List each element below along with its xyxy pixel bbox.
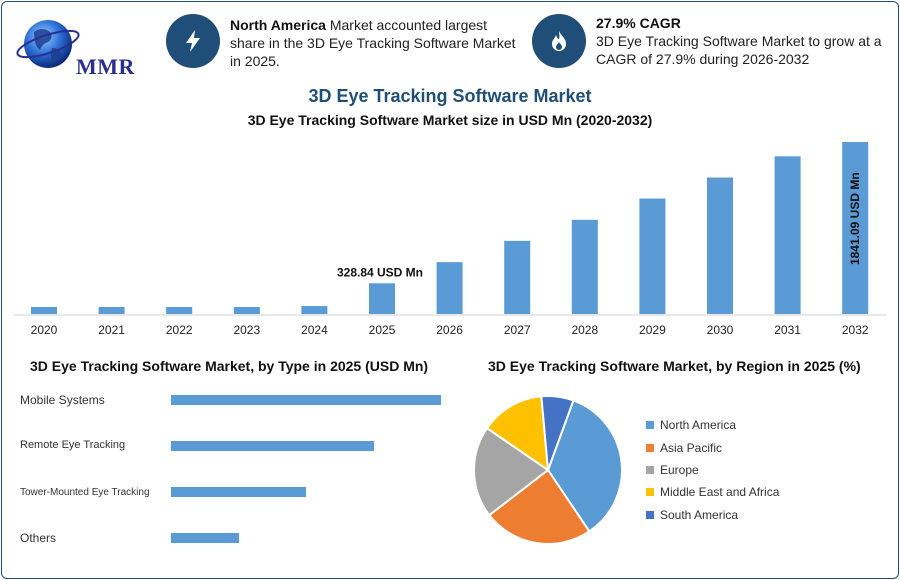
pie-slice-north-america <box>546 399 623 533</box>
type-chart-title: 3D Eye Tracking Software Market, by Type… <box>30 358 429 374</box>
pie-slice-middle-east-and-africa <box>485 395 550 473</box>
bar-2032 <box>842 142 869 314</box>
region-pie-chart <box>473 395 623 545</box>
bar-2030 <box>707 177 733 314</box>
bar-chart-title: 3D Eye Tracking Software Market size in … <box>247 112 653 128</box>
pie-slice-europe <box>473 426 550 517</box>
bar-2027 <box>504 240 531 314</box>
bar-2025 <box>369 283 395 314</box>
info-north-america: North America Market accounted largest s… <box>230 16 520 70</box>
info-north-america-text: Market accounted largest share in the 3D… <box>230 17 516 69</box>
legend-asia-pacific: Asia Pacific <box>646 441 722 455</box>
x-tick-label: 2025 <box>369 323 396 336</box>
bar-2021 <box>98 307 125 314</box>
type-bar-others <box>171 533 239 543</box>
x-tick-label: 2020 <box>31 323 58 336</box>
bar-2023 <box>233 307 260 314</box>
x-tick-label: 2031 <box>774 323 801 336</box>
info-cagr-bold: 27.9% CAGR <box>596 15 681 31</box>
bar-2026 <box>436 262 463 314</box>
flame-icon <box>532 14 586 68</box>
legend-mea: Middle East and Africa <box>646 485 779 499</box>
region-chart-title: 3D Eye Tracking Software Market, by Regi… <box>488 358 861 374</box>
bar-2024 <box>301 306 328 314</box>
info-cagr: 27.9% CAGR 3D Eye Tracking Software Mark… <box>596 14 886 68</box>
info-cagr-text: 3D Eye Tracking Software Market to grow … <box>596 33 882 67</box>
legend-label: Europe <box>660 463 699 477</box>
legend-label: Asia Pacific <box>660 441 723 455</box>
type-bar-tower <box>171 487 306 497</box>
x-tick-label: 2028 <box>571 323 598 336</box>
page-title: 3D Eye Tracking Software Market <box>308 86 592 106</box>
pie-slice-asia-pacific <box>487 468 591 545</box>
type-label-others: Others <box>20 531 57 545</box>
bar-2022 <box>166 307 193 314</box>
bar-2020 <box>31 307 57 314</box>
legend-north-america: North America <box>646 418 736 432</box>
annotation-2032: 1841.09 USD Mn <box>848 172 862 265</box>
x-tick-label: 2027 <box>504 323 531 336</box>
type-label-mobile: Mobile Systems <box>20 393 105 407</box>
legend-label: South America <box>660 508 739 522</box>
x-tick-label: 2021 <box>98 323 125 336</box>
type-bar-remote <box>171 441 374 451</box>
info-north-america-bold: North America <box>230 17 326 33</box>
x-tick-label: 2023 <box>233 323 260 336</box>
bar-2028 <box>571 219 598 314</box>
logo-text: MMR <box>76 54 135 79</box>
legend-label: North America <box>660 418 737 432</box>
legend-south-america: South America <box>646 508 738 522</box>
type-label-remote: Remote Eye Tracking <box>20 439 126 451</box>
x-tick-label: 2024 <box>301 323 328 336</box>
x-tick-label: 2029 <box>639 323 666 336</box>
annotation-2025: 328.84 USD Mn <box>337 265 423 279</box>
bar-2029 <box>639 198 666 314</box>
x-tick-label: 2030 <box>707 323 734 336</box>
type-label-tower: Tower-Mounted Eye Tracking <box>20 487 150 498</box>
legend-europe: Europe <box>646 463 699 477</box>
x-tick-label: 2026 <box>436 323 463 336</box>
mmr-logo: MMR <box>14 14 144 80</box>
legend-label: Middle East and Africa <box>660 485 780 499</box>
type-bar-mobile <box>171 395 441 405</box>
x-tick-label: 2022 <box>166 323 193 336</box>
x-tick-label: 2032 <box>842 323 869 336</box>
pie-slice-south-america <box>540 395 575 471</box>
lightning-icon <box>166 14 220 68</box>
bar-2031 <box>774 156 801 314</box>
market-size-bar-chart: 2020 2021 2022 2023 2024 2025 2026 2027 2028 2029… <box>14 142 886 336</box>
globe-icon <box>16 20 80 68</box>
